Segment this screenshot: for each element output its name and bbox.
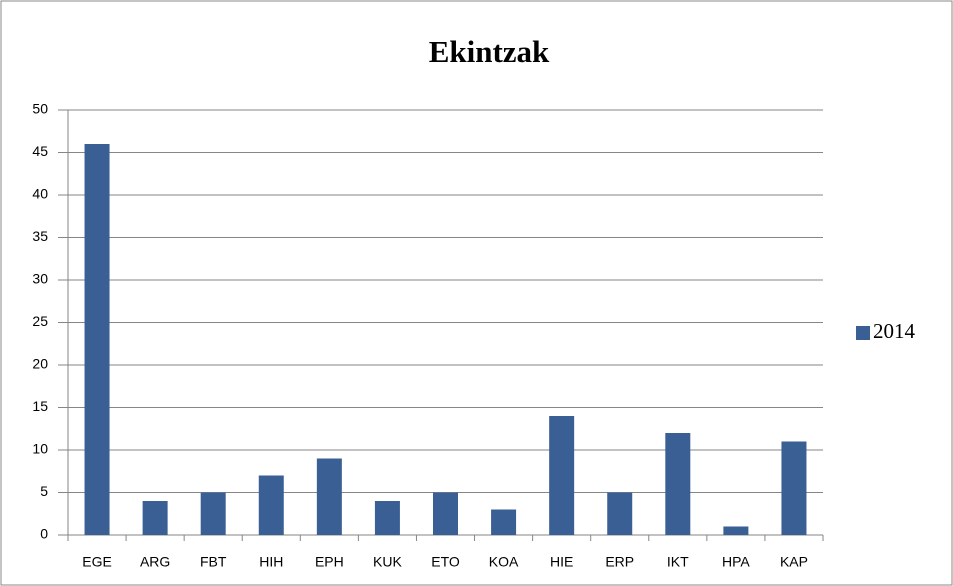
bar [84,144,110,535]
bar [781,441,807,535]
x-tick-label: ERP [605,554,634,570]
x-tick-label: EGE [82,554,112,570]
bar [723,526,749,535]
bar [374,501,400,535]
x-tick-label: ETO [431,554,460,570]
bar [665,433,691,535]
y-tick-label: 50 [32,101,48,117]
bar [491,509,517,535]
x-tick-label: HIE [550,554,573,570]
y-tick-label: 40 [32,186,48,202]
bar [258,475,284,535]
y-tick-label: 5 [40,483,48,499]
x-tick-label: IKT [667,554,689,570]
y-tick-label: 30 [32,271,48,287]
bar [200,492,226,535]
bar [316,458,342,535]
x-tick-label: EPH [315,554,344,570]
x-tick-label: FBT [200,554,227,570]
x-tick-label: KAP [780,554,808,570]
y-tick-label: 10 [32,441,48,457]
x-tick-label: KOA [489,554,519,570]
x-tick-label: KUK [373,554,402,570]
x-tick-label: HPA [722,554,750,570]
x-tick-label: HIH [259,554,283,570]
bar [433,492,458,535]
legend-label: 2014 [873,319,916,343]
y-tick-label: 35 [32,228,48,244]
y-tick-label: 20 [32,356,48,372]
y-tick-label: 25 [32,313,48,329]
bar [549,416,575,535]
y-tick-label: 45 [32,143,48,159]
bar [607,492,633,535]
y-tick-label: 15 [32,398,48,414]
chart-title: Ekintzak [429,34,550,69]
x-tick-label: ARG [140,554,170,570]
bar [142,501,168,535]
y-tick-label: 0 [40,526,48,542]
legend-swatch [856,326,870,340]
